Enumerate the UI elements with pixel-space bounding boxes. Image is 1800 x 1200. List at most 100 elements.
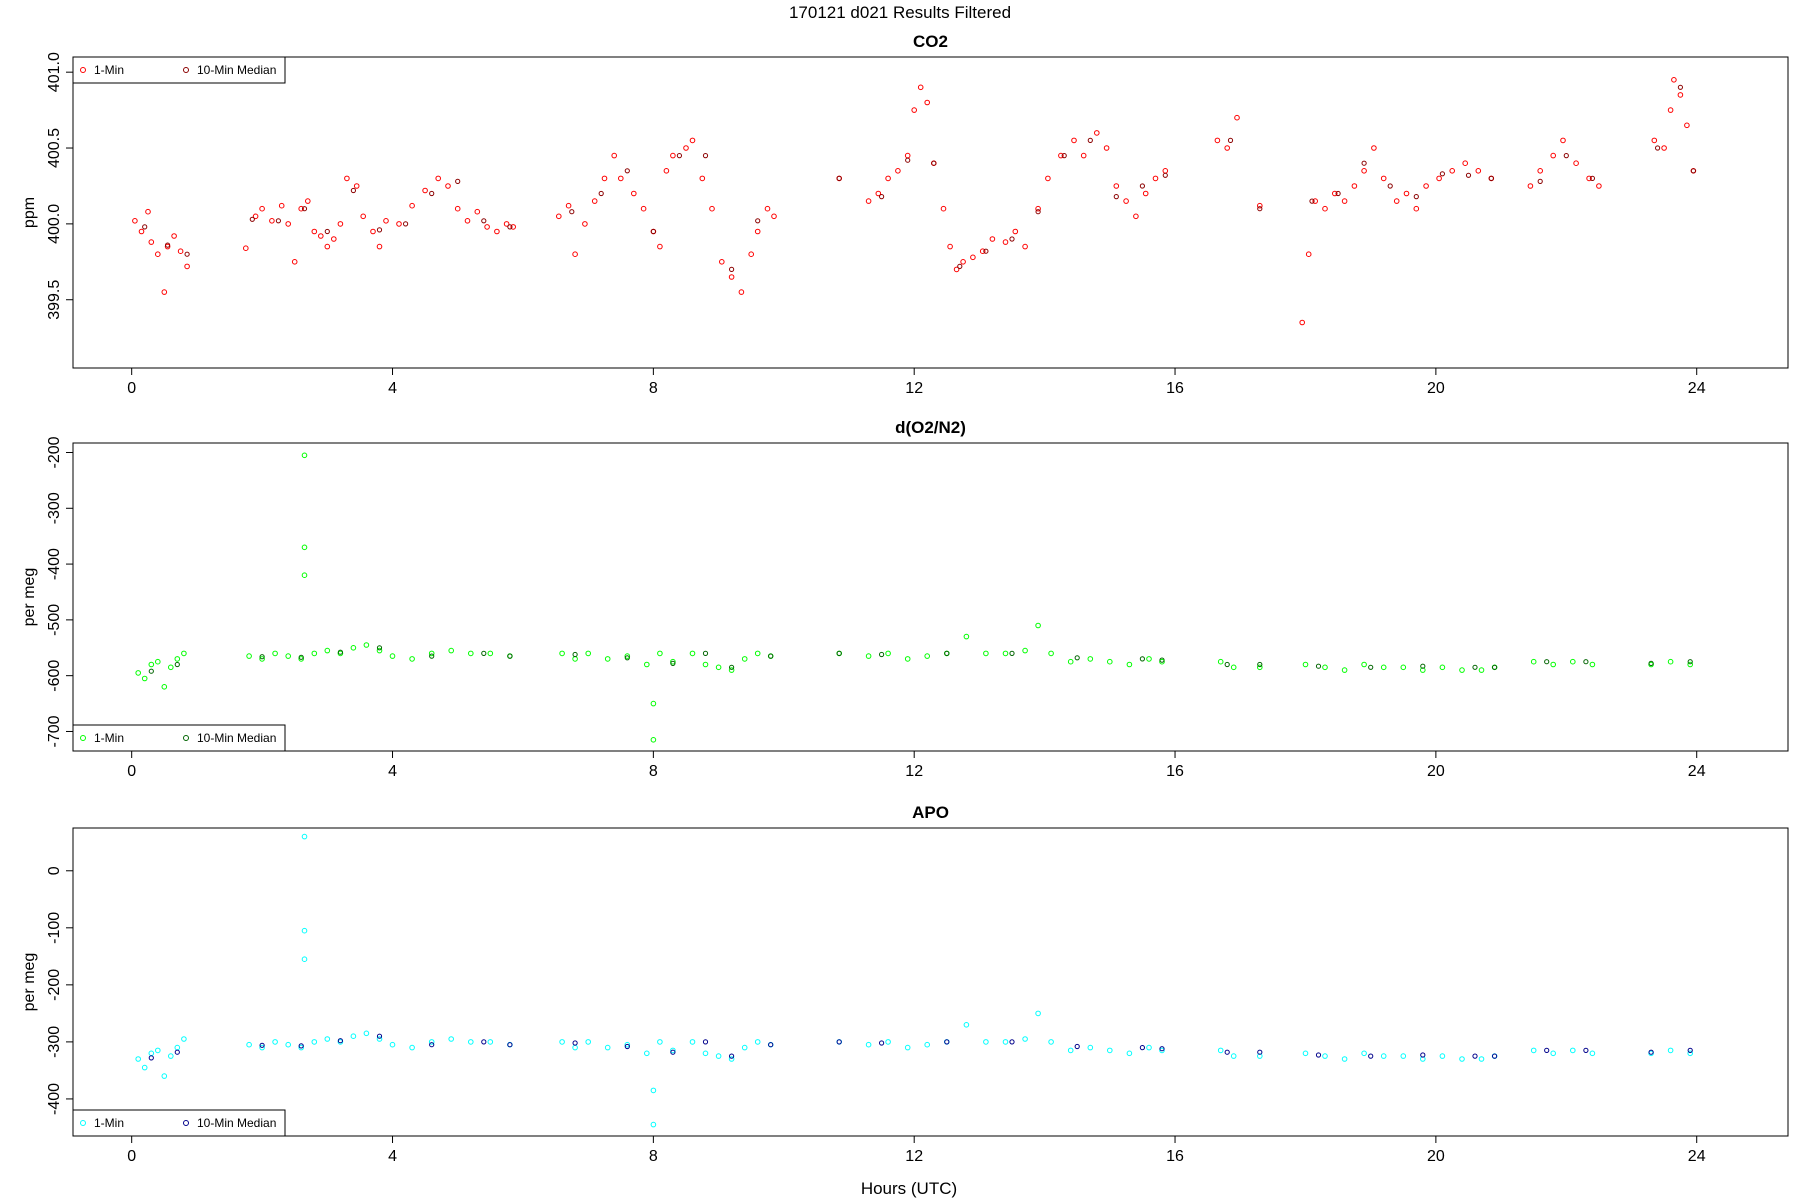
data-point-median [1009, 1039, 1015, 1045]
data-point-median [1361, 160, 1367, 166]
x-tick-label: 20 [1427, 380, 1445, 397]
data-point-1min [1107, 1047, 1113, 1054]
data-point-1min [1126, 1050, 1133, 1057]
data-point-1min [1152, 175, 1159, 182]
x-tick-label: 16 [1166, 380, 1184, 397]
x-tick-label: 16 [1166, 763, 1184, 780]
legend-box [72, 724, 286, 752]
data-point-1min [370, 228, 376, 235]
data-point-1min [141, 1064, 148, 1071]
data-point-1min [145, 208, 151, 215]
data-point-1min [865, 653, 872, 659]
x-tick-label: 12 [905, 1148, 923, 1165]
data-point-median [1368, 1053, 1374, 1059]
data-point-1min [754, 650, 761, 657]
x-tick-label: 8 [649, 1148, 658, 1165]
data-point-median [1690, 168, 1697, 174]
legend: 1-Min 10-Min Median [72, 1109, 286, 1137]
data-point-1min [474, 208, 481, 215]
data-point-1min [272, 650, 278, 657]
x-axis-label: Hours (UTC) [861, 1179, 957, 1198]
data-point-1min [1146, 1044, 1152, 1051]
data-point-median [376, 645, 383, 651]
data-point-1min [904, 1044, 911, 1051]
data-point-1min [246, 1041, 252, 1048]
data-point-median [1583, 1047, 1589, 1054]
data-point-1min [1687, 661, 1693, 668]
data-point-median [768, 653, 774, 659]
data-point-median [337, 649, 343, 655]
data-point-1min [1322, 664, 1328, 671]
y-tick-label: -200 [46, 436, 63, 468]
data-point-median [1472, 1053, 1478, 1059]
chart-panel-1: CO2 0 4 8 12 16 20 24 399.5 400.0 400.5 401.0 ppm 1-M… [21, 32, 1789, 397]
data-point-1min [764, 205, 771, 212]
data-point-median [931, 160, 937, 166]
data-point-1min [1257, 664, 1263, 671]
data-point-1min [865, 1041, 872, 1048]
data-point-1min [585, 650, 592, 657]
data-point-1min [1305, 251, 1312, 257]
data-point-median [337, 1038, 343, 1044]
data-point-1min [683, 145, 689, 151]
y-tick-label: -500 [46, 604, 63, 636]
data-point-1min [1341, 198, 1348, 204]
data-point-1min [155, 1047, 161, 1054]
data-point-1min [1080, 152, 1087, 159]
data-point-1min [556, 213, 562, 220]
data-point-1min [484, 224, 490, 230]
y-axis-label: per meg [21, 953, 38, 1012]
data-point-median [1563, 153, 1569, 159]
data-point-1min [138, 228, 145, 235]
data-point-1min [1332, 190, 1338, 197]
data-point-1min [243, 245, 249, 251]
data-point-1min [324, 1036, 331, 1042]
data-point-1min [618, 175, 624, 182]
data-point-1min [311, 650, 318, 657]
data-point-1min [875, 190, 882, 197]
data-point-median [1061, 153, 1067, 159]
x-tick-label: 0 [127, 1148, 136, 1165]
data-point-median [702, 650, 709, 657]
data-point-1min [904, 152, 911, 159]
data-point-median [1420, 1052, 1426, 1058]
data-point-median [836, 175, 842, 181]
data-point-1min [1133, 213, 1139, 220]
data-point-median [879, 1040, 885, 1046]
y-axis-label: ppm [21, 197, 38, 228]
data-point-1min [728, 1056, 735, 1062]
data-point-median [572, 651, 578, 658]
data-point-1min [582, 221, 588, 227]
x-tick-label: 4 [388, 380, 397, 397]
data-point-1min [344, 175, 350, 182]
data-point-median [1677, 84, 1684, 90]
x-tick-label: 12 [905, 380, 923, 397]
data-point-1min [301, 833, 308, 840]
data-point-1min [728, 667, 735, 673]
data-point-1min [155, 658, 161, 665]
data-point-1min [1667, 1047, 1674, 1054]
data-point-1min [318, 233, 324, 239]
data-point-1min [970, 254, 976, 261]
data-point-1min [1022, 243, 1028, 250]
data-point-1min [699, 175, 706, 182]
data-point-1min [585, 1039, 592, 1045]
legend-box [72, 56, 286, 84]
data-point-1min [924, 1041, 931, 1048]
data-point-median [174, 1049, 180, 1055]
data-point-1min [376, 647, 383, 654]
data-point-1min [285, 221, 292, 227]
data-point-1min [738, 289, 745, 295]
data-point-1min [1550, 661, 1556, 668]
data-point-1min [448, 647, 455, 654]
x-tick-label: 20 [1427, 763, 1445, 780]
data-point-1min [572, 656, 578, 662]
data-point-1min [885, 175, 891, 182]
data-point-1min [885, 650, 891, 657]
data-point-1min [1341, 667, 1348, 673]
data-point-1min [963, 1022, 970, 1028]
legend-marker-1min [80, 735, 86, 741]
data-point-1min [865, 198, 872, 204]
data-point-1min [311, 1039, 318, 1045]
y-tick-label: -700 [46, 715, 63, 747]
